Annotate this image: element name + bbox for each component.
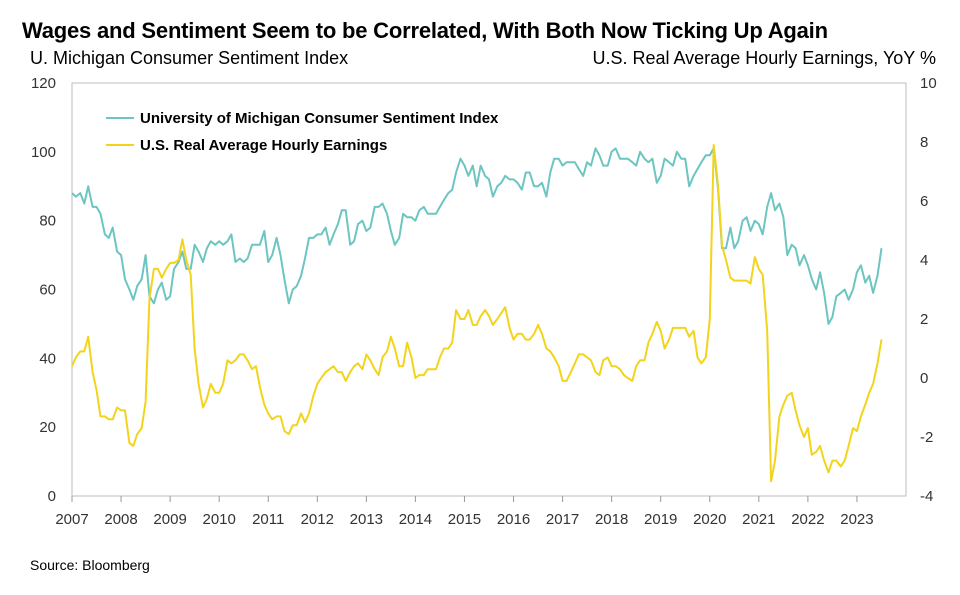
right-y-tick-label: 6 <box>920 193 928 210</box>
x-tick-label: 2018 <box>595 511 628 528</box>
x-tick-label: 2012 <box>301 511 334 528</box>
x-tick-label: 2007 <box>55 511 88 528</box>
legend-label: University of Michigan Consumer Sentimen… <box>140 110 499 127</box>
left-y-tick-label: 0 <box>48 488 56 505</box>
left-y-tick-label: 40 <box>39 350 56 367</box>
x-tick-label: 2011 <box>252 511 284 528</box>
x-tick-label: 2021 <box>742 511 775 528</box>
right-axis-title: U.S. Real Average Hourly Earnings, YoY % <box>592 48 936 68</box>
left-axis-title: U. Michigan Consumer Sentiment Index <box>30 48 349 68</box>
x-axis: 2007 2008 2009 2010 2011 2012 2013 2014 2015 2016… <box>55 496 874 528</box>
plot-area-border <box>71 82 907 497</box>
x-tick-label: 2016 <box>497 511 530 528</box>
left-y-axis: 0 20 40 60 80 100 120 <box>31 75 56 505</box>
left-y-tick-label: 120 <box>31 75 56 92</box>
x-tick-label: 2009 <box>153 511 186 528</box>
x-tick-label: 2019 <box>644 511 677 528</box>
chart-title: Wages and Sentiment Seem to be Correlate… <box>22 18 828 43</box>
x-tick-label: 2020 <box>693 511 726 528</box>
x-tick-label: 2010 <box>202 511 235 528</box>
right-y-tick-label: -4 <box>920 488 933 505</box>
right-y-axis: -4 -2 0 2 4 6 8 10 <box>920 75 937 505</box>
right-y-tick-label: 4 <box>920 252 928 269</box>
legend-label: U.S. Real Average Hourly Earnings <box>140 137 387 154</box>
right-y-tick-label: 10 <box>920 75 937 92</box>
left-y-tick-label: 100 <box>31 144 56 161</box>
legend: University of Michigan Consumer Sentimen… <box>106 110 499 154</box>
x-tick-label: 2008 <box>104 511 137 528</box>
real-hourly-earnings-line <box>71 143 883 483</box>
right-y-tick-label: 0 <box>920 370 928 387</box>
source-note: Source: Bloomberg <box>30 557 150 573</box>
x-tick-label: 2014 <box>399 511 432 528</box>
left-y-tick-label: 20 <box>39 419 56 436</box>
right-y-tick-label: 8 <box>920 134 928 151</box>
left-y-tick-label: 60 <box>39 282 56 299</box>
x-tick-label: 2017 <box>546 511 579 528</box>
series-layer <box>71 143 883 483</box>
right-y-tick-label: -2 <box>920 429 933 446</box>
x-tick-label: 2015 <box>448 511 481 528</box>
right-y-tick-label: 2 <box>920 311 928 328</box>
x-tick-label: 2023 <box>840 511 873 528</box>
x-tick-label: 2013 <box>350 511 383 528</box>
left-y-tick-label: 80 <box>39 213 56 230</box>
x-tick-label: 2022 <box>791 511 824 528</box>
sentiment-index-line <box>71 147 883 325</box>
